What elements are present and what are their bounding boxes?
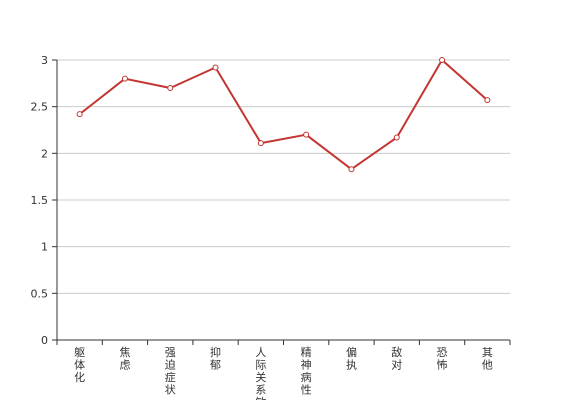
data-point — [257, 140, 264, 147]
data-point — [121, 75, 128, 82]
x-tick-label: 强迫症状 — [165, 346, 176, 397]
x-tick-label: 人际关系敏 — [255, 346, 266, 400]
data-point — [393, 134, 400, 141]
x-tick-label: 躯体化 — [74, 346, 85, 384]
data-point — [303, 131, 310, 138]
y-tick-label: 0.5 — [31, 287, 49, 300]
data-point — [212, 64, 219, 71]
x-tick-label: 精神病性 — [301, 346, 312, 397]
y-tick-label: 0 — [41, 334, 48, 347]
x-tick-label: 偏执 — [346, 345, 357, 372]
data-point — [348, 166, 355, 173]
x-tick-label: 焦虑 — [119, 346, 130, 372]
series — [76, 57, 491, 173]
y-tick-label: 1 — [41, 241, 48, 254]
data-point — [167, 85, 174, 91]
grid-lines — [57, 59, 510, 294]
y-axis-tick-labels: 0 0.5 1 1.5 2 2.5 3 — [31, 54, 49, 347]
y-tick-label: 1.5 — [31, 194, 49, 207]
series-line — [79, 59, 488, 171]
y-tick-label: 3 — [41, 54, 48, 67]
data-point — [484, 97, 491, 104]
y-tick-label: 2 — [41, 147, 48, 160]
x-axis-tick-labels: 躯体化 焦虑 强迫症状 抑郁 人际关系敏 精神病性 偏执 敌对 恐怖 其他 — [74, 345, 493, 400]
x-tick-label: 敌对 — [391, 345, 402, 372]
axes — [52, 59, 511, 345]
x-tick-label: 其他 — [482, 346, 493, 372]
y-tick-label: 2.5 — [31, 101, 49, 114]
x-tick-label: 抑郁 — [210, 345, 221, 372]
data-point — [439, 57, 446, 63]
x-tick-label: 恐怖 — [437, 346, 448, 372]
data-point — [76, 111, 83, 118]
